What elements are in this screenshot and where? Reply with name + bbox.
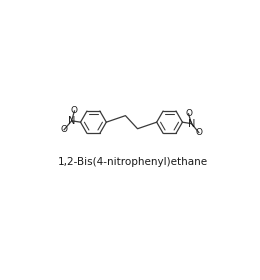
Text: 1,2-Bis(4-nitrophenyl)ethane: 1,2-Bis(4-nitrophenyl)ethane: [58, 157, 208, 167]
Text: O: O: [185, 109, 192, 118]
Text: O: O: [195, 128, 202, 137]
Text: N: N: [68, 116, 75, 126]
Text: N: N: [188, 119, 195, 129]
Text: O: O: [61, 125, 68, 134]
Text: O: O: [71, 106, 78, 115]
